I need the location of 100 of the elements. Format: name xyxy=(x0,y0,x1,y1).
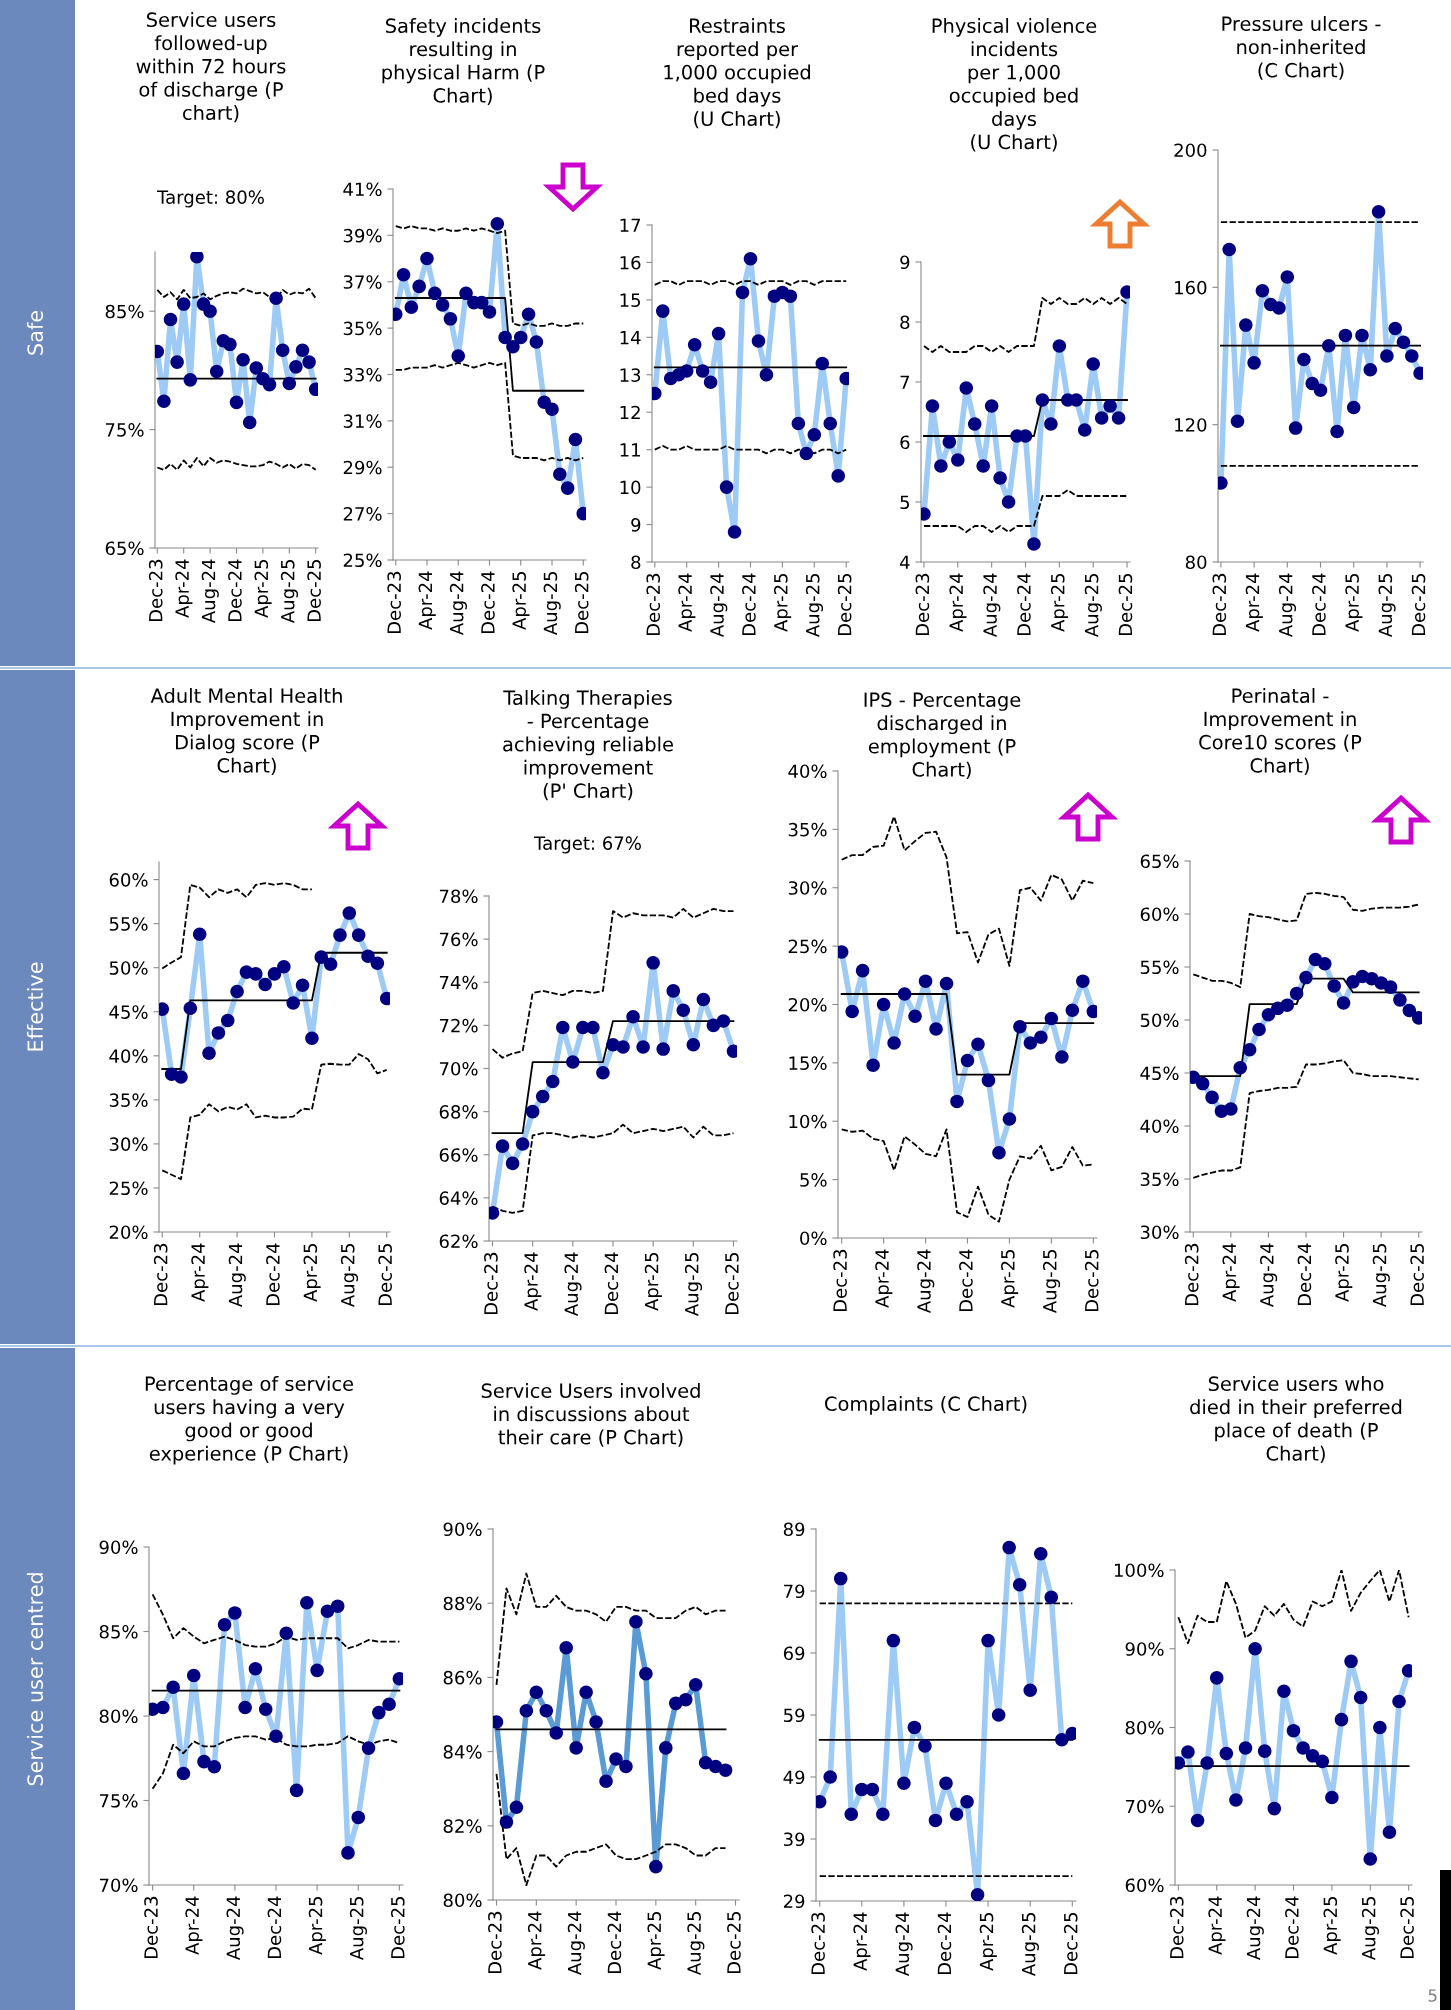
y-tick-label: 16 xyxy=(620,255,641,270)
point xyxy=(286,996,300,1010)
point xyxy=(495,1139,510,1153)
x-tick-label: Aug-25 xyxy=(1021,1912,1039,1977)
x-tick-label: Aug-24 xyxy=(710,573,728,638)
point xyxy=(372,1705,386,1720)
x-tick-label: Dec-24 xyxy=(1297,1243,1312,1306)
point xyxy=(686,1038,701,1052)
point xyxy=(1255,284,1270,298)
x-tick-label: Apr-25 xyxy=(979,1912,997,1971)
x-tick-label: Dec-23 xyxy=(484,1252,498,1315)
x-tick-label: Apr-25 xyxy=(1050,573,1069,632)
point xyxy=(759,368,774,382)
point xyxy=(361,1741,376,1755)
y-tick-label: 8 xyxy=(631,555,641,570)
chart-title: IPS - Percentage discharged in employment (P Chart) xyxy=(864,692,1021,780)
point xyxy=(960,1053,975,1068)
y-tick-label: 80% xyxy=(1125,1720,1164,1735)
y-tick-label: 10% xyxy=(789,1114,827,1129)
point xyxy=(310,1663,324,1678)
point xyxy=(1065,1003,1080,1018)
point xyxy=(428,286,442,301)
point xyxy=(1286,1723,1301,1738)
point xyxy=(1222,242,1236,257)
y-tick-label: 60% xyxy=(1125,1878,1164,1893)
y-tick-label: 30% xyxy=(788,881,827,895)
x-tick-label: Dec-24 xyxy=(1017,573,1031,636)
point xyxy=(420,251,434,266)
point xyxy=(991,1708,1006,1722)
point xyxy=(314,950,329,964)
point xyxy=(1261,1007,1276,1022)
x-tick-label: Dec-25 xyxy=(1063,1912,1078,1975)
y-tick-label: 35% xyxy=(109,1093,148,1107)
point xyxy=(1239,318,1253,332)
text: 5 xyxy=(1428,1989,1437,2002)
y-tick-label: 4 xyxy=(899,555,910,569)
point xyxy=(505,1156,520,1171)
point xyxy=(568,432,583,447)
x-tick-label: Aug-25 xyxy=(280,559,299,624)
x-tick-label: Aug-25 xyxy=(1378,573,1396,638)
point xyxy=(897,987,912,1001)
point xyxy=(1230,414,1245,428)
x-tick-label: Dec-25 xyxy=(1410,1243,1424,1306)
x-tick-label: Dec-25 xyxy=(390,1896,405,1959)
point xyxy=(679,364,694,378)
point xyxy=(1035,393,1050,407)
point xyxy=(960,1795,974,1809)
point xyxy=(1076,974,1090,988)
point xyxy=(1392,1694,1406,1709)
point xyxy=(157,394,171,408)
point xyxy=(1299,970,1313,985)
point xyxy=(831,469,845,483)
y-tick-label: 20% xyxy=(788,997,827,1012)
point xyxy=(183,373,198,387)
point xyxy=(521,307,536,321)
point xyxy=(330,1599,345,1613)
point xyxy=(1001,495,1016,509)
point xyxy=(267,967,282,981)
y-tick-label: 5% xyxy=(800,1173,827,1187)
point xyxy=(696,992,711,1007)
point xyxy=(258,977,272,992)
point xyxy=(1077,423,1092,437)
y-tick-label: 40% xyxy=(109,1049,148,1063)
point xyxy=(249,967,263,981)
y-tick-label: 8 xyxy=(900,315,910,330)
point xyxy=(545,402,559,417)
point xyxy=(735,285,750,300)
point xyxy=(1247,356,1261,370)
x-tick-label: Dec-25 xyxy=(1118,573,1133,636)
x-tick-label: Dec-23 xyxy=(148,559,163,622)
point xyxy=(616,1040,630,1054)
point xyxy=(295,978,310,993)
y-tick-label: 120 xyxy=(1175,418,1207,432)
y-tick-label: 15 xyxy=(620,293,641,308)
point xyxy=(156,1700,170,1715)
point xyxy=(174,1070,188,1084)
y-tick-label: 30% xyxy=(109,1137,148,1152)
point xyxy=(549,1726,564,1740)
point xyxy=(967,417,982,431)
point xyxy=(718,1763,733,1777)
point xyxy=(1373,1720,1387,1735)
point xyxy=(1257,1744,1272,1758)
x-tick-label: Apr-25 xyxy=(773,573,792,632)
point xyxy=(928,1813,943,1828)
y-tick-label: 10 xyxy=(620,480,641,495)
x-tick-label: Aug-24 xyxy=(449,571,467,636)
point xyxy=(981,1073,996,1088)
x-tick-label: Dec-25 xyxy=(1084,1249,1099,1312)
y-tick-label: 9 xyxy=(631,518,641,532)
y-tick-label: 70% xyxy=(1125,1799,1164,1814)
point xyxy=(619,1759,633,1774)
line-series xyxy=(491,908,735,1059)
point xyxy=(1209,1671,1224,1685)
y-tick-label: 37% xyxy=(343,275,382,289)
point xyxy=(865,1782,880,1797)
x-tick-label: Apr-25 xyxy=(1001,1249,1019,1308)
y-tick-label: 55% xyxy=(109,917,148,931)
y-tick-label: 90% xyxy=(99,1540,138,1555)
x-tick-label: Aug-25 xyxy=(684,1252,703,1317)
point xyxy=(1315,1754,1330,1769)
